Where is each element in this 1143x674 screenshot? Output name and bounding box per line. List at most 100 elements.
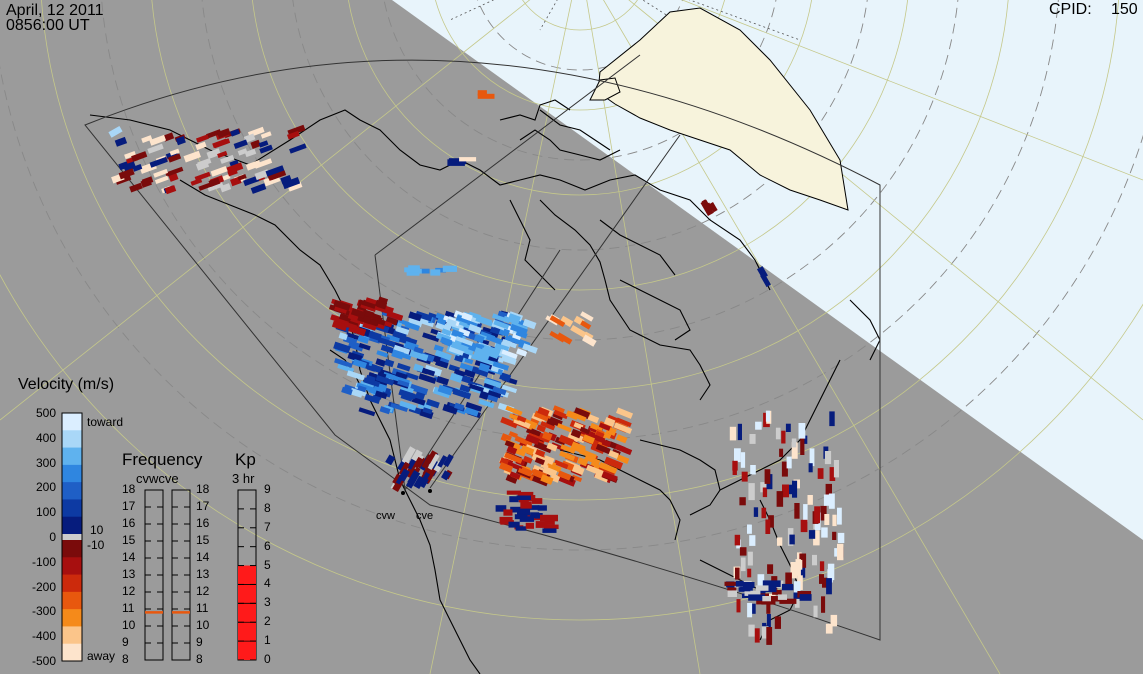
velocity-cell <box>286 130 300 140</box>
velocity-cell <box>748 483 755 501</box>
velocity-cell <box>747 568 752 578</box>
velocity-cell <box>124 151 137 160</box>
velocity-cell <box>781 430 786 444</box>
velocity-cell <box>404 321 420 331</box>
velocity-cell <box>427 453 440 470</box>
velocity-cell <box>427 312 441 321</box>
velocity-cell <box>525 522 534 529</box>
velocity-cell <box>516 415 527 423</box>
velocity-cell <box>169 148 180 156</box>
velocity-cell <box>469 316 481 325</box>
velocity-cell <box>245 159 262 171</box>
velocity-cell <box>546 442 558 452</box>
velocity-cell <box>506 490 521 495</box>
velocity-cell <box>454 402 465 411</box>
kp-title: Kp <box>235 450 256 469</box>
velocity-cell <box>549 315 566 328</box>
velocity-cell <box>233 139 248 149</box>
velocity-cell <box>565 410 579 420</box>
velocity-color-segment <box>62 574 82 593</box>
velocity-cell <box>440 470 451 481</box>
velocity-cell <box>495 505 507 512</box>
velocity-cell <box>761 598 776 605</box>
velocity-cell <box>800 437 805 455</box>
velocity-cell <box>140 178 152 188</box>
velocity-cell <box>520 502 532 509</box>
velocity-cell <box>345 332 360 341</box>
velocity-cell <box>809 448 815 467</box>
velocity-cell <box>551 442 565 452</box>
velocity-cell <box>493 319 510 330</box>
velocity-cell <box>344 321 358 330</box>
velocity-cell <box>827 563 835 581</box>
velocity-cell <box>437 455 448 468</box>
velocity-color-segment <box>62 557 82 576</box>
velocity-cell <box>237 148 248 156</box>
velocity-cell <box>265 165 285 177</box>
velocity-cell <box>708 202 718 213</box>
velocity-cell <box>413 346 424 354</box>
velocity-cell <box>559 450 576 462</box>
velocity-cell <box>794 503 800 519</box>
velocity-cell <box>733 448 741 463</box>
velocity-tick: -100 <box>31 554 56 569</box>
velocity-tick: -300 <box>31 604 56 619</box>
velocity-cell <box>613 422 633 434</box>
frequency-tick-right: 18 <box>196 482 210 496</box>
velocity-cell <box>244 148 257 158</box>
cpid-value: 150 <box>1111 1 1138 18</box>
velocity-cell <box>762 580 781 587</box>
velocity-cell <box>478 398 495 409</box>
velocity-cell <box>164 185 175 193</box>
velocity-cell <box>817 468 824 479</box>
velocity-cell <box>522 455 533 464</box>
velocity-cell <box>254 158 273 169</box>
velocity-cell <box>480 347 500 359</box>
velocity-cell <box>601 431 612 439</box>
velocity-cell <box>440 336 453 346</box>
velocity-cell <box>415 310 433 322</box>
velocity-cell <box>508 431 518 439</box>
velocity-cell <box>737 423 742 441</box>
velocity-cell <box>590 433 606 444</box>
velocity-cell <box>748 594 765 601</box>
velocity-cell <box>765 410 770 422</box>
frequency-tick-right: 14 <box>196 550 210 564</box>
velocity-cell <box>455 336 474 346</box>
velocity-cell <box>377 337 396 348</box>
velocity-cell <box>765 519 771 534</box>
velocity-cell <box>832 531 837 540</box>
kp-tick: 1 <box>264 633 271 648</box>
velocity-cell <box>250 183 267 194</box>
frequency-tick-left: 17 <box>122 499 136 513</box>
velocity-cell <box>772 589 782 595</box>
velocity-cell <box>443 454 454 468</box>
velocity-cell <box>509 471 521 480</box>
velocity-color-segment <box>62 540 82 558</box>
velocity-cell <box>413 456 424 469</box>
velocity-cell <box>814 506 820 524</box>
velocity-cell <box>498 462 514 473</box>
velocity-cell <box>230 128 240 137</box>
velocity-cell <box>341 386 353 396</box>
velocity-cell <box>525 434 540 445</box>
velocity-cell <box>379 406 391 415</box>
frequency-bars <box>144 489 191 661</box>
velocity-cell <box>237 174 247 181</box>
velocity-cell <box>533 410 551 422</box>
velocity-cell <box>411 396 426 406</box>
frequency-tick-right: 9 <box>196 635 203 649</box>
velocity-cell <box>542 466 558 478</box>
velocity-cell <box>729 426 737 441</box>
velocity-cell <box>580 311 594 322</box>
velocity-cell <box>777 594 787 600</box>
velocity-cell <box>456 314 471 325</box>
velocity-cell <box>520 445 535 456</box>
velocity-cell <box>786 456 792 469</box>
velocity-cell <box>452 388 472 400</box>
velocity-cell <box>614 443 633 456</box>
velocity-cell <box>418 373 437 384</box>
velocity-cell <box>459 362 475 373</box>
plus-ten-label: 10 <box>90 523 104 537</box>
velocity-cell <box>287 181 303 192</box>
